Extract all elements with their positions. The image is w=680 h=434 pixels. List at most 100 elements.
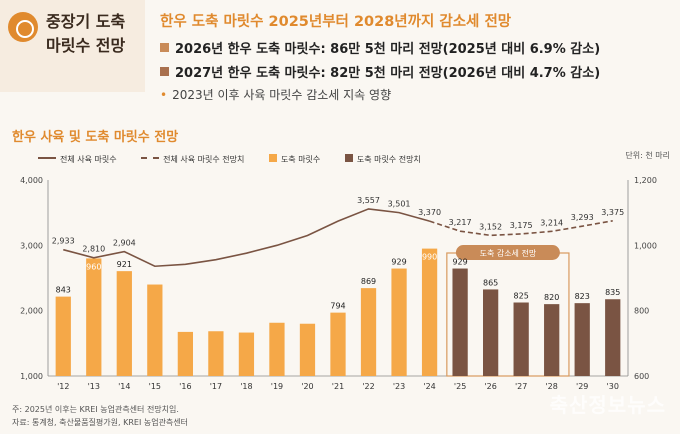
x-tick-label: '23: [393, 382, 405, 391]
bar-value-label: 929: [391, 258, 406, 267]
bar-22: [360, 288, 377, 376]
x-tick-label: '12: [57, 382, 69, 391]
bar-30: [605, 299, 621, 376]
x-tick-label: '17: [210, 382, 222, 391]
forecast-highlight-label: 도축 감소세 전망: [480, 248, 537, 258]
legend-line-forecast-label: 전체 사육 마릿수 전망치: [163, 155, 245, 164]
line-value-label: 3,370: [418, 208, 441, 217]
line-value-label: 3,501: [388, 200, 411, 209]
bar-25: [452, 268, 468, 376]
bar-value-label: 869: [361, 277, 376, 286]
bar-value-label: 960: [86, 262, 101, 271]
bullet-square-icon: [160, 67, 169, 76]
bullet-2-text: 2027년 한우 도축 마릿수: 82만 5천 마리 전망(2026년 대비 4…: [175, 66, 601, 81]
x-tick-label: '30: [607, 382, 619, 391]
bar-value-label: 990: [422, 253, 437, 262]
x-tick-label: '19: [271, 382, 283, 391]
watermark: 축산정보뉴스: [549, 393, 666, 417]
bar-value-label: 843: [56, 286, 71, 295]
x-tick-label: '13: [88, 382, 100, 391]
x-tick-label: '15: [149, 382, 161, 391]
bar-15: [147, 284, 163, 376]
bar-18: [238, 332, 255, 376]
bar-value-label: 921: [117, 260, 132, 269]
line-value-label: 3,375: [601, 208, 624, 217]
sub-bullet-text: 2023년 이후 사육 마릿수 감소세 지속 영향: [172, 88, 392, 102]
line-value-label: 2,933: [52, 237, 75, 246]
left-tick-label: 2,000: [20, 307, 43, 316]
x-tick-label: '26: [484, 382, 496, 391]
line-value-label: 3,217: [449, 218, 472, 227]
bar-16: [177, 331, 193, 376]
bar-value-label: 794: [330, 302, 345, 311]
legend-line-forecast: 전체 사육 마릿수 전망치: [141, 154, 244, 165]
x-tick-label: '25: [454, 382, 466, 391]
sub-bullet: • 2023년 이후 사육 마릿수 감소세 지속 영향: [160, 86, 391, 103]
bar-value-label: 820: [544, 293, 559, 302]
bullet-square-icon: [160, 43, 169, 52]
bar-19: [269, 322, 285, 376]
bar-23: [391, 268, 407, 376]
dashed-line-icon: [141, 157, 160, 159]
left-tick-label: 4,000: [20, 176, 43, 185]
bar-value-label: 835: [605, 288, 620, 297]
line-value-label: 3,557: [357, 196, 380, 205]
bar-12: [55, 296, 71, 376]
actual-line: [63, 208, 430, 268]
bar-value-label: 865: [483, 278, 498, 287]
footnote-2: 자료: 통계청, 축산물품질평가원, KREI 농업관측센터: [12, 418, 189, 427]
legend: 전체 사육 마릿수 전체 사육 마릿수 전망치 도축 마릿수 도축 마릿수 전망…: [38, 154, 443, 165]
brown-box-icon: [344, 154, 353, 162]
unit-label: 단위: 천 마리: [625, 151, 670, 160]
bar-29: [574, 303, 590, 376]
line-value-label: 3,293: [571, 213, 594, 222]
chart-title: 한우 사육 및 도축 마릿수 전망: [12, 130, 179, 145]
bar-value-label: 823: [575, 292, 590, 301]
header-box-title-2: 마릿수 전망: [46, 36, 126, 55]
bullet-2: 2027년 한우 도축 마릿수: 82만 5천 마리 전망(2026년 대비 4…: [160, 62, 600, 81]
bar-17: [208, 331, 224, 376]
x-tick-label: '28: [545, 382, 557, 391]
line-value-label: 2,810: [82, 245, 105, 254]
bar-26: [483, 289, 499, 376]
forecast-highlight-pill: [455, 245, 560, 260]
line-value-label: 2,904: [113, 239, 136, 248]
right-tick-label: 1,200: [634, 176, 657, 185]
legend-line-actual-label: 전체 사육 마릿수: [60, 155, 117, 164]
line-value-label: 3,214: [540, 218, 563, 227]
bullet-1-text: 2026년 한우 도축 마릿수: 86만 5천 마리 전망(2025년 대비 6…: [175, 42, 601, 57]
forecast-line: [429, 220, 613, 237]
legend-bar-forecast: 도축 마릿수 전망치: [344, 154, 421, 165]
x-tick-label: '18: [240, 382, 252, 391]
bar-value-label: 825: [514, 292, 529, 301]
dot-icon: •: [160, 88, 168, 102]
line-value-label: 3,175: [510, 221, 533, 230]
right-tick-label: 1,000: [634, 241, 657, 250]
legend-bar-actual-label: 도축 마릿수: [280, 155, 321, 164]
legend-bar-actual: 도축 마릿수: [268, 154, 321, 165]
x-tick-label: '29: [576, 382, 588, 391]
cattle-logo-icon: [8, 12, 38, 42]
header-box: 중장기 도축 마릿수 전망: [0, 0, 145, 92]
line-value-label: 3,152: [479, 222, 502, 231]
footnote-1: 주: 2025년 이후는 KREI 농업관측센터 전망치임.: [12, 405, 179, 414]
x-tick-label: '16: [179, 382, 191, 391]
bar-27: [513, 302, 529, 376]
left-tick-label: 3,000: [20, 241, 43, 250]
x-tick-label: '20: [301, 382, 313, 391]
bar-28: [544, 304, 560, 376]
x-tick-label: '24: [423, 382, 435, 391]
right-tick-label: 600: [634, 372, 649, 381]
left-tick-label: 1,000: [20, 372, 43, 381]
bullet-1: 2026년 한우 도축 마릿수: 86만 5천 마리 전망(2025년 대비 6…: [160, 38, 600, 57]
bar-24: [421, 248, 438, 376]
legend-line-actual: 전체 사육 마릿수: [38, 154, 117, 165]
legend-bar-forecast-label: 도축 마릿수 전망치: [356, 155, 421, 164]
bar-21: [330, 312, 346, 376]
header-box-title-1: 중장기 도축: [46, 12, 126, 31]
x-tick-label: '22: [362, 382, 374, 391]
bar-13: [86, 258, 102, 376]
orange-box-icon: [268, 154, 277, 162]
x-tick-label: '21: [332, 382, 344, 391]
